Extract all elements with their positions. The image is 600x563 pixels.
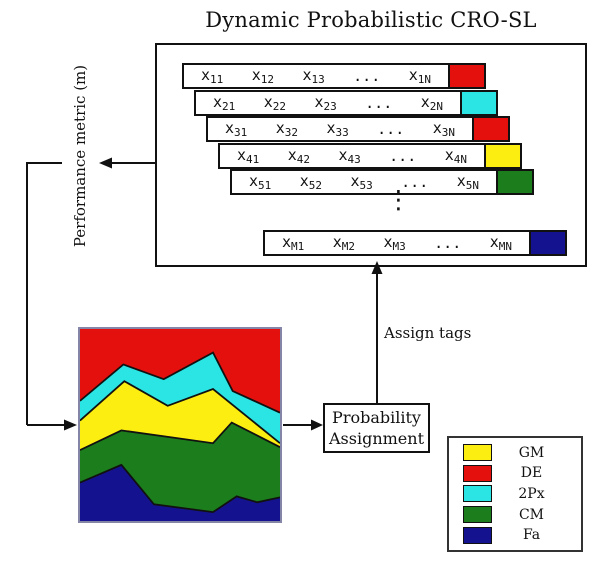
performance-metric-label: Performance metric (m)	[71, 64, 89, 248]
gene-cell: x2N	[420, 92, 443, 114]
gene-cell: x41	[237, 145, 260, 167]
gene-cell: x43	[338, 145, 361, 167]
probability-assignment-line1: Probability	[332, 407, 421, 427]
area-boundary-GM	[80, 380, 280, 444]
chromosome-row-2: x21 x22 x23... x2N	[194, 90, 462, 116]
legend-item-Fa: Fa	[449, 526, 581, 544]
legend-swatch-2Px	[463, 485, 492, 503]
legend-swatch-CM	[463, 506, 492, 524]
diagram-title: Dynamic Probabilistic CRO-SL	[205, 8, 537, 32]
gene-cell: ...	[389, 147, 417, 165]
gene-cell: x11	[201, 65, 224, 87]
area-boundary-CM	[80, 421, 280, 451]
stacked-area-chart	[78, 327, 282, 523]
gene-cell: x23	[314, 92, 337, 114]
chromosome-row-1: x11 x12 x13... x1N	[182, 63, 450, 89]
legend: GM DE 2Px CM Fa	[447, 436, 583, 552]
legend-label: CM	[518, 506, 545, 523]
tag-swatch-DE	[472, 116, 510, 142]
area-boundary-2Px	[80, 351, 280, 414]
gene-cell: x12	[251, 65, 274, 87]
gene-cell: ...	[434, 234, 462, 252]
chart-input-arrowhead-icon	[64, 419, 77, 431]
legend-label: GM	[518, 444, 545, 461]
tag-swatch-Fa	[529, 230, 567, 256]
area-layer-Fa	[80, 464, 280, 521]
gene-cell: ...	[401, 173, 429, 191]
gene-cell: x52	[299, 171, 322, 193]
chromosome-row-6: xM1 xM2 xM3... xMN	[263, 230, 531, 256]
probability-assignment-box: Probability Assignment	[323, 403, 430, 453]
stacked-area-chart-svg	[80, 329, 280, 521]
gene-cell: x5N	[456, 171, 479, 193]
gene-cell: x33	[326, 118, 349, 140]
gene-cell: x4N	[444, 145, 467, 167]
gene-cell: x3N	[432, 118, 455, 140]
chromosome-row-5: x51 x52 x53... x5N	[230, 169, 498, 195]
gene-cell: x42	[287, 145, 310, 167]
tag-swatch-GM	[484, 143, 522, 169]
legend-label: Fa	[522, 527, 541, 544]
legend-label: 2Px	[518, 485, 545, 502]
area-boundary-Fa	[80, 463, 280, 514]
gene-cell: x31	[225, 118, 248, 140]
legend-swatch-GM	[463, 444, 492, 462]
gene-cell: ...	[353, 67, 381, 85]
legend-swatch-DE	[463, 464, 492, 482]
gene-cell: x13	[302, 65, 325, 87]
gene-cell: x1N	[408, 65, 431, 87]
gene-cell: xM2	[332, 232, 355, 254]
gene-cell: x22	[263, 92, 286, 114]
legend-item-2Px: 2Px	[449, 485, 581, 503]
gene-cell: ...	[377, 120, 405, 138]
gene-cell: x53	[350, 171, 373, 193]
legend-item-CM: CM	[449, 506, 581, 524]
feedback-arrowhead-left-icon	[99, 157, 112, 169]
vertical-ellipsis: ⋮	[386, 185, 411, 214]
probability-assignment-line2: Assignment	[328, 429, 424, 448]
chromosome-row-4: x41 x42 x43... x4N	[218, 143, 486, 169]
legend-swatch-Fa	[463, 526, 492, 544]
gene-cell: xM3	[383, 232, 406, 254]
legend-label: DE	[520, 465, 543, 482]
legend-item-GM: GM	[449, 444, 581, 462]
tag-swatch-DE	[448, 63, 486, 89]
gene-cell: xMN	[489, 232, 512, 254]
chromosome-row-3: x31 x32 x33... x3N	[206, 116, 474, 142]
chart-to-probability-arrowhead-icon	[311, 419, 323, 431]
tag-swatch-CM	[496, 169, 534, 195]
tag-swatch-2Px	[460, 90, 498, 116]
gene-cell: x21	[213, 92, 236, 114]
assign-tags-label: Assign tags	[384, 324, 472, 342]
gene-cell: x32	[275, 118, 298, 140]
gene-cell: x51	[249, 171, 272, 193]
legend-item-DE: DE	[449, 464, 581, 482]
gene-cell: ...	[365, 94, 393, 112]
gene-cell: xM1	[282, 232, 305, 254]
